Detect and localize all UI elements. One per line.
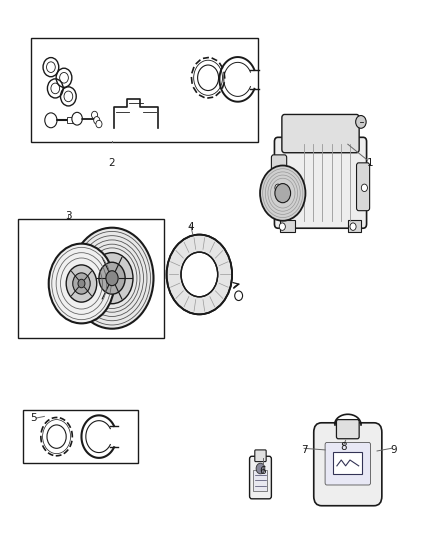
Bar bbox=[348, 220, 361, 232]
Text: 1: 1 bbox=[366, 158, 373, 168]
FancyBboxPatch shape bbox=[250, 456, 272, 499]
Circle shape bbox=[361, 184, 367, 191]
Text: 6: 6 bbox=[259, 466, 266, 476]
Circle shape bbox=[73, 273, 90, 294]
Circle shape bbox=[96, 120, 102, 128]
Circle shape bbox=[181, 252, 218, 297]
Text: 3: 3 bbox=[65, 211, 72, 221]
Text: 4: 4 bbox=[187, 222, 194, 232]
Circle shape bbox=[91, 253, 133, 304]
Bar bbox=[31, 38, 258, 142]
FancyBboxPatch shape bbox=[325, 442, 371, 485]
Circle shape bbox=[72, 112, 82, 125]
Circle shape bbox=[45, 113, 57, 128]
Text: 7: 7 bbox=[301, 445, 307, 455]
Circle shape bbox=[256, 463, 265, 474]
Bar bbox=[22, 410, 138, 463]
FancyBboxPatch shape bbox=[336, 419, 359, 439]
Bar bbox=[280, 220, 295, 232]
Circle shape bbox=[78, 279, 85, 288]
Text: 8: 8 bbox=[340, 442, 347, 452]
Circle shape bbox=[92, 111, 98, 119]
FancyBboxPatch shape bbox=[357, 163, 370, 211]
Circle shape bbox=[66, 265, 97, 302]
Circle shape bbox=[94, 117, 100, 124]
Circle shape bbox=[235, 291, 243, 301]
Bar bbox=[333, 451, 362, 474]
Circle shape bbox=[350, 223, 356, 230]
Text: 9: 9 bbox=[390, 445, 397, 455]
FancyBboxPatch shape bbox=[275, 138, 367, 228]
Text: 5: 5 bbox=[30, 413, 37, 423]
Circle shape bbox=[275, 184, 281, 191]
FancyBboxPatch shape bbox=[272, 155, 287, 211]
Circle shape bbox=[106, 271, 118, 286]
Circle shape bbox=[260, 165, 305, 221]
FancyBboxPatch shape bbox=[282, 115, 359, 153]
Circle shape bbox=[166, 235, 232, 314]
Circle shape bbox=[275, 183, 290, 203]
Circle shape bbox=[356, 116, 366, 128]
FancyBboxPatch shape bbox=[314, 423, 382, 506]
Bar bbox=[67, 117, 76, 124]
Circle shape bbox=[99, 262, 125, 294]
Circle shape bbox=[279, 223, 286, 230]
Bar bbox=[18, 219, 164, 338]
Text: 2: 2 bbox=[109, 158, 115, 168]
Bar bbox=[254, 470, 268, 491]
Circle shape bbox=[49, 244, 114, 324]
FancyBboxPatch shape bbox=[255, 450, 266, 462]
Circle shape bbox=[71, 228, 153, 329]
